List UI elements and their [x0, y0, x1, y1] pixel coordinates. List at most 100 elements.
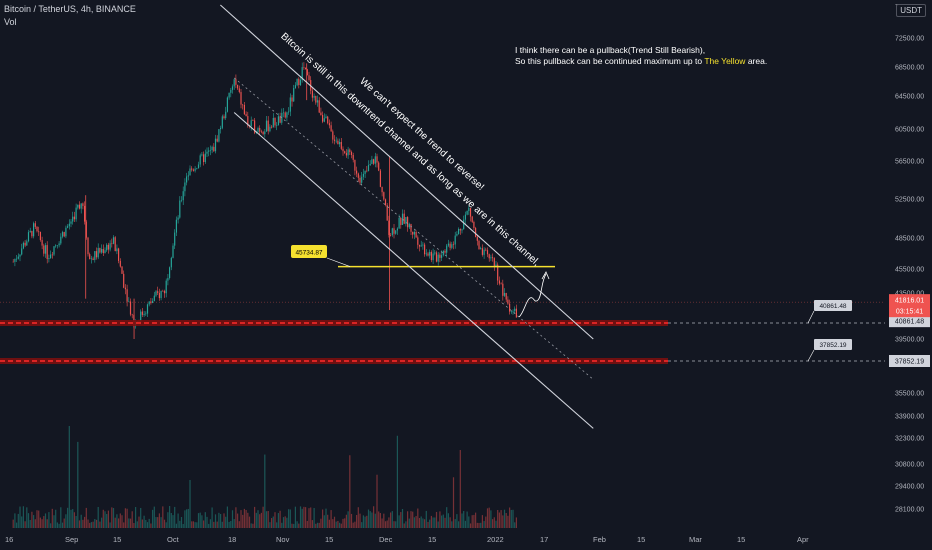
candle-body: [454, 235, 456, 245]
volume-bar: [238, 521, 240, 528]
candle-body: [272, 118, 274, 128]
price-tick: 52500.00: [895, 197, 924, 204]
candle-body: [379, 170, 382, 187]
candle-body: [111, 243, 113, 244]
candle-body: [129, 301, 132, 315]
candle-body: [466, 210, 468, 215]
candle-body: [141, 311, 144, 315]
price-tick: 48500.00: [895, 236, 924, 243]
candle-body: [233, 79, 235, 87]
volume-bar: [162, 506, 164, 528]
volume-bar: [133, 522, 135, 528]
volume-bar: [163, 519, 166, 528]
candle-body: [199, 155, 201, 165]
candle-body: [407, 217, 409, 228]
volume-bar: [55, 509, 57, 528]
volume-bar: [26, 507, 28, 528]
candle-body: [252, 120, 254, 121]
volume-bar: [294, 506, 297, 528]
volume-bar: [269, 522, 271, 528]
candle-body: [94, 251, 96, 261]
volume-bar: [141, 519, 144, 528]
candle-body: [441, 255, 443, 258]
volume-bar: [262, 506, 264, 528]
candle-body: [458, 228, 460, 234]
candle-body: [14, 258, 16, 262]
volume-bar: [288, 509, 290, 528]
candle-body: [481, 248, 484, 255]
volume-bar: [136, 521, 138, 528]
candle-body: [281, 112, 283, 123]
candle-body: [318, 100, 320, 113]
volume-bar: [356, 515, 358, 528]
volume-bar: [301, 508, 303, 528]
candle-body: [56, 245, 59, 246]
volume-bar: [203, 520, 205, 528]
candle-body: [153, 295, 155, 301]
candle-body: [422, 244, 424, 246]
volume-bar: [286, 517, 288, 528]
candle-body: [420, 245, 422, 247]
candle-body: [194, 168, 196, 171]
candle-body: [238, 88, 240, 93]
candle-body: [378, 162, 380, 171]
volume-bar: [412, 511, 414, 528]
volume-bar: [277, 513, 280, 528]
volume-bar: [68, 425, 70, 528]
volume-bar: [379, 513, 382, 528]
candle-body: [408, 224, 410, 228]
candle-body: [352, 154, 354, 160]
volume-bar: [469, 523, 472, 528]
candle-body: [510, 311, 512, 312]
volume-bar: [167, 512, 169, 528]
time-label: Nov: [276, 535, 290, 544]
candle-body: [26, 241, 28, 246]
candle-body: [265, 120, 268, 132]
price-tick: 30800.00: [895, 462, 924, 469]
candle-body: [12, 261, 14, 263]
candle-body: [271, 126, 273, 128]
volume-bar: [344, 518, 346, 528]
currency-badge[interactable]: USDT: [896, 4, 926, 17]
candle-body: [174, 232, 176, 246]
volume-bar: [367, 509, 370, 528]
volume-bar: [51, 508, 53, 528]
volume-bar: [347, 511, 349, 528]
candle-body: [82, 203, 84, 206]
volume-bar: [119, 513, 121, 528]
volume-bar: [250, 523, 252, 528]
volume-bar: [316, 522, 319, 528]
volume-bar: [170, 513, 172, 528]
volume-bar: [102, 509, 104, 528]
candle-body: [148, 301, 150, 305]
candle-body: [214, 138, 217, 152]
volume-bar: [143, 515, 145, 528]
candle-body: [262, 131, 264, 135]
volume-bar: [298, 523, 300, 528]
candle-body: [104, 250, 106, 253]
volume-bar: [36, 510, 38, 528]
candle-body: [114, 237, 116, 252]
axis-label-support-2-box: [889, 355, 930, 367]
candle-body: [286, 112, 288, 118]
volume-bar: [138, 516, 140, 528]
volume-bar: [311, 520, 314, 528]
candle-body: [342, 148, 344, 152]
volume-bar: [63, 518, 65, 528]
volume-bar: [228, 521, 230, 528]
volume-bar: [357, 507, 359, 528]
pullback-arrow-head: [541, 271, 550, 280]
candle-body: [226, 97, 229, 112]
candle-body: [242, 104, 244, 106]
volume-bar: [350, 513, 353, 528]
volume-bar: [383, 513, 385, 528]
candle-body: [374, 156, 376, 164]
volume-bar: [328, 519, 331, 528]
volume-bar: [29, 519, 31, 528]
price-tick: 33900.00: [895, 414, 924, 421]
volume-bar: [480, 522, 482, 528]
candle-body: [118, 248, 120, 261]
volume-bar: [274, 512, 276, 528]
candle-body: [29, 230, 31, 233]
